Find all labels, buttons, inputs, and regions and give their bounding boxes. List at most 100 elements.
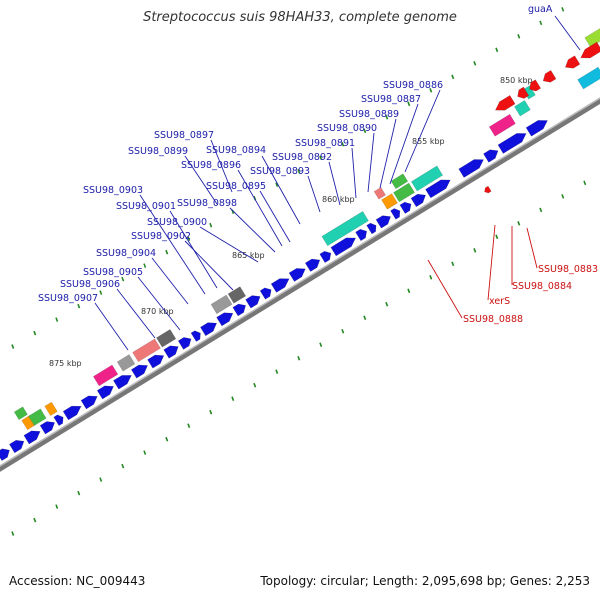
gene-label-ssu98-0889[interactable]: SSU98_0889: [339, 109, 399, 120]
topology-text: Topology: circular; Length: 2,095,698 bp…: [260, 574, 590, 588]
forward-gene-arrow: [366, 222, 377, 235]
leader-line: [151, 257, 189, 305]
tick-mark: [517, 221, 521, 226]
tick-mark: [319, 342, 323, 348]
gene-label-ssu98-0888[interactable]: SSU98_0888: [463, 314, 523, 325]
reverse-gene-arrow: [484, 185, 492, 194]
tick-mark: [187, 423, 191, 428]
tick-mark: [297, 168, 301, 174]
tick-mark: [407, 101, 411, 107]
forward-gene-arrow: [0, 448, 10, 462]
gene-label-ssu98-0887[interactable]: SSU98_0887: [361, 94, 421, 105]
tick-mark: [11, 344, 15, 349]
gene-label-ssu98-0892[interactable]: SSU98_0892: [272, 152, 332, 163]
gene-label-ssu98-0907[interactable]: SSU98_0907: [38, 293, 98, 304]
feature-box: [210, 294, 233, 315]
gene-label-ssu98-0906[interactable]: SSU98_0906: [60, 279, 120, 290]
label-leader-lines: [94, 15, 581, 351]
gene-label-xerS[interactable]: xerS: [489, 296, 510, 307]
leader-line: [210, 139, 233, 193]
forward-gene-arrow: [330, 237, 357, 257]
tick-mark: [143, 263, 147, 268]
gene-label-ssu98-0900[interactable]: SSU98_0900: [147, 217, 207, 228]
gene-label-ssu98-0898[interactable]: SSU98_0898: [177, 198, 237, 209]
leader-line: [237, 169, 283, 247]
leader-line: [259, 190, 291, 243]
forward-gene-arrow: [410, 193, 426, 208]
gene-label-ssu98-0896[interactable]: SSU98_0896: [181, 160, 241, 171]
forward-gene-arrow: [216, 312, 234, 327]
tick-label-855: 855 kbp: [412, 137, 445, 146]
forward-gene-arrow: [23, 430, 41, 445]
gene-label-ssu98-0901[interactable]: SSU98_0901: [116, 201, 176, 212]
gene-label-ssu98-0886[interactable]: SSU98_0886: [383, 80, 443, 91]
tick-mark: [253, 382, 257, 388]
tick-mark: [209, 222, 213, 228]
tick-mark: [385, 301, 389, 307]
gene-label-ssu98-0894[interactable]: SSU98_0894: [206, 145, 266, 156]
tick-mark: [583, 180, 587, 186]
feature-box: [92, 364, 119, 387]
forward-gene-arrow: [497, 133, 527, 154]
feature-box: [393, 182, 415, 203]
gene-label-ssu98-0884[interactable]: SSU98_0884: [512, 281, 572, 292]
forward-gene-arrow: [80, 395, 98, 410]
gene-label-ssu98-0902[interactable]: SSU98_0902: [131, 231, 191, 242]
tick-label-850: 850 kbp: [500, 76, 533, 85]
leader-line: [116, 288, 156, 339]
leader-line: [367, 132, 375, 193]
feature-box: [13, 406, 28, 421]
gene-label-ssu98-0890[interactable]: SSU98_0890: [317, 123, 377, 134]
forward-gene-arrow: [245, 295, 261, 309]
feature-box: [488, 113, 516, 137]
forward-gene-arrow: [200, 322, 218, 337]
gene-label-ssu98-0899[interactable]: SSU98_0899: [128, 146, 188, 157]
gene-label-ssu98-0897[interactable]: SSU98_0897: [154, 130, 214, 141]
gene-label-ssu98-0883[interactable]: SSU98_0883: [538, 264, 598, 275]
tick-label-875: 875 kbp: [49, 359, 82, 368]
gene-label-ssu98-0895[interactable]: SSU98_0895: [206, 181, 266, 192]
reverse-gene-arrow: [529, 79, 542, 92]
forward-gene-arrow: [53, 414, 64, 427]
leader-line: [261, 155, 301, 225]
tick-mark: [341, 141, 345, 147]
tick-mark: [55, 317, 59, 322]
tick-mark: [77, 490, 81, 496]
tick-mark: [429, 275, 433, 280]
tick-mark: [561, 7, 565, 12]
tick-mark: [77, 303, 81, 309]
tick-mark: [495, 47, 499, 53]
tick-mark: [121, 276, 125, 282]
tick-mark: [209, 409, 213, 415]
accession-text: Accession: NC_009443: [9, 574, 146, 588]
feature-box: [390, 173, 409, 190]
gene-label-ssu98-0904[interactable]: SSU98_0904: [96, 248, 156, 259]
forward-gene-arrow: [525, 120, 548, 137]
gene-label-ssu98-0891[interactable]: SSU98_0891: [295, 138, 355, 149]
reverse-gene-arrow: [542, 69, 557, 83]
gene-label-ssu98-0903[interactable]: SSU98_0903: [83, 185, 143, 196]
leader-line: [379, 118, 397, 189]
feature-box: [116, 354, 136, 372]
leader-line: [351, 147, 357, 199]
leader-line: [328, 161, 341, 206]
gene-label-ssu98-0905[interactable]: SSU98_0905: [83, 267, 143, 278]
tick-mark: [319, 155, 323, 161]
genome-backbone-highlight: [0, 97, 600, 467]
forward-gene-arrow: [130, 364, 148, 379]
map-title: Streptococcus suis 98HAH33, complete gen…: [143, 10, 457, 25]
gene-label-ssu98-0893[interactable]: SSU98_0893: [250, 166, 310, 177]
forward-gene-arrow: [39, 421, 56, 435]
forward-gene-arrow: [232, 303, 246, 317]
forward-gene-arrow: [458, 159, 484, 178]
genome-backbone: [0, 98, 600, 472]
forward-gene-arrow: [177, 337, 192, 350]
feature-box: [28, 408, 47, 426]
gene-label-guaA[interactable]: guaA: [528, 4, 553, 15]
leader-line: [427, 259, 463, 319]
forward-gene-arrow: [96, 385, 114, 400]
reverse-gene-arrow: [564, 55, 581, 69]
tick-mark: [363, 128, 367, 134]
forward-gene-arrow: [355, 229, 368, 242]
